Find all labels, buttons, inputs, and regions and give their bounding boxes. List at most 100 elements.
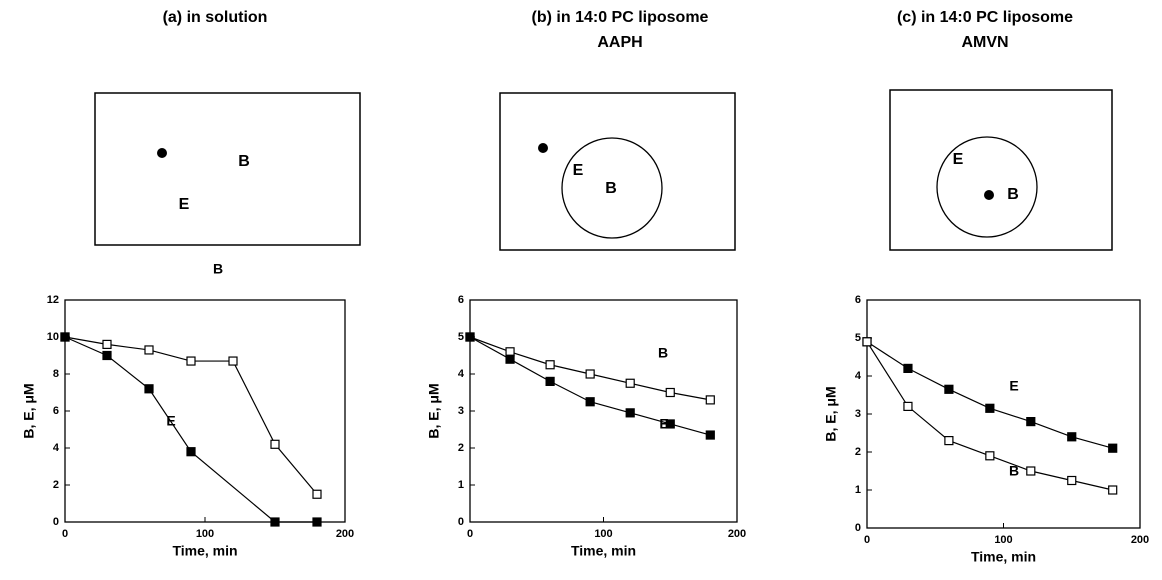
chart-subtitle: AAPH — [597, 34, 642, 51]
series-label: B — [213, 261, 223, 277]
y-tick-label: 4 — [855, 370, 862, 382]
marker — [903, 401, 913, 411]
y-axis-label: B, E, μM — [426, 383, 442, 438]
series-label: E — [1009, 378, 1018, 394]
marker — [862, 337, 872, 347]
y-axis-label: B, E, μM — [823, 386, 839, 441]
diagram-label: E — [179, 196, 190, 213]
diagram-dot — [984, 190, 994, 200]
diagram-dot — [157, 148, 167, 158]
liposome — [561, 137, 663, 239]
x-tick-label: 100 — [594, 528, 612, 540]
marker — [545, 376, 555, 386]
marker — [228, 356, 238, 366]
y-tick-label: 6 — [53, 405, 59, 417]
x-axis-label: Time, min — [172, 543, 237, 559]
y-tick-label: 2 — [53, 479, 59, 491]
plot-frame — [866, 299, 1141, 529]
x-axis-label: Time, min — [971, 549, 1036, 565]
y-tick-label: 6 — [855, 294, 861, 306]
marker — [1067, 432, 1077, 442]
y-tick-label: 3 — [458, 405, 464, 417]
diagram-dot — [538, 143, 548, 153]
x-axis-label: Time, min — [571, 543, 636, 559]
diagram-label: E — [573, 162, 584, 179]
marker — [505, 347, 515, 357]
chart-title: (b) in 14:0 PC liposome — [532, 9, 709, 26]
marker — [102, 350, 112, 361]
diagram-frame — [499, 92, 736, 251]
diagram-label: B — [1007, 186, 1019, 203]
marker — [585, 397, 595, 407]
marker — [144, 384, 154, 394]
marker — [665, 419, 675, 429]
marker — [1108, 443, 1118, 453]
y-axis-label: B, E, μM — [21, 383, 37, 438]
marker — [465, 332, 475, 342]
plot-frame — [469, 299, 738, 523]
marker — [985, 403, 995, 413]
marker — [1108, 485, 1118, 495]
x-tick-label: 100 — [994, 534, 1012, 546]
y-tick-label: 2 — [855, 446, 861, 458]
marker — [705, 430, 715, 440]
marker — [1067, 475, 1077, 486]
x-tick-label: 0 — [62, 528, 68, 540]
x-tick-label: 200 — [336, 528, 354, 540]
liposome — [936, 136, 1038, 238]
y-tick-label: 2 — [458, 442, 464, 454]
marker — [186, 356, 196, 366]
diagram-label: B — [605, 180, 617, 197]
x-tick-label: 0 — [864, 534, 870, 546]
y-tick-label: 0 — [458, 516, 464, 528]
series-label: B — [658, 345, 668, 361]
chart-subtitle: AMVN — [961, 34, 1008, 51]
y-tick-label: 5 — [458, 331, 464, 343]
y-tick-label: 0 — [53, 516, 59, 528]
marker — [1026, 466, 1036, 476]
marker — [903, 363, 913, 373]
x-tick-label: 200 — [1131, 534, 1149, 546]
marker — [102, 339, 112, 349]
y-tick-label: 6 — [458, 294, 464, 306]
marker — [665, 387, 675, 398]
chart-title: (c) in 14:0 PC liposome — [897, 9, 1073, 26]
y-tick-label: 0 — [855, 522, 861, 534]
y-tick-label: 4 — [53, 442, 60, 454]
x-tick-label: 100 — [196, 528, 214, 540]
marker — [625, 378, 635, 388]
y-tick-label: 8 — [53, 368, 59, 380]
marker — [585, 369, 595, 379]
diagram-frame — [889, 89, 1113, 251]
series-label: E — [659, 416, 668, 432]
marker — [312, 489, 322, 499]
marker — [60, 332, 70, 342]
y-tick-label: 4 — [458, 368, 465, 380]
marker — [505, 354, 515, 364]
y-tick-label: 5 — [855, 332, 861, 344]
marker — [625, 408, 635, 418]
marker — [270, 517, 280, 527]
marker — [312, 517, 322, 527]
marker — [545, 360, 555, 370]
marker — [270, 439, 280, 449]
marker — [944, 436, 954, 446]
plot-frame — [64, 299, 346, 523]
series-label: B — [1009, 463, 1019, 479]
y-tick-label: 1 — [458, 479, 464, 491]
chart-title: (a) in solution — [163, 9, 268, 26]
y-tick-label: 1 — [855, 484, 861, 496]
series-line — [64, 336, 317, 523]
marker — [985, 451, 995, 461]
marker — [705, 395, 715, 405]
diagram-label: B — [238, 153, 250, 170]
x-tick-label: 200 — [728, 528, 746, 540]
y-tick-label: 12 — [47, 294, 59, 306]
y-tick-label: 3 — [855, 408, 861, 420]
y-tick-label: 10 — [47, 331, 59, 343]
marker — [144, 345, 154, 355]
series-label: E — [166, 413, 175, 429]
marker — [1026, 417, 1036, 427]
marker — [944, 384, 954, 394]
